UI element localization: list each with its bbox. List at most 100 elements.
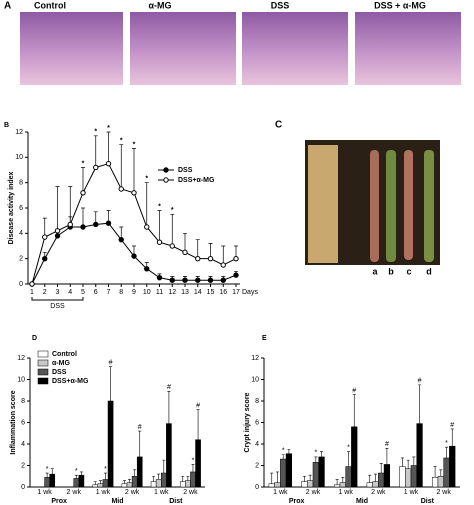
- panel-label: D: [32, 335, 37, 342]
- error-bar: [275, 471, 279, 483]
- error-bar: [379, 463, 383, 474]
- legend-marker: [163, 167, 169, 173]
- significance-marker: #: [167, 384, 171, 391]
- histology-image: [130, 12, 236, 85]
- error-bar: [81, 207, 85, 227]
- group-label: Prox: [289, 498, 305, 505]
- bar: [97, 483, 104, 488]
- y-tick-label: 8: [21, 398, 25, 405]
- histology-row: [20, 12, 461, 85]
- point: [195, 277, 201, 283]
- error-bar: [152, 475, 156, 482]
- error-bar: [195, 239, 200, 259]
- panel-label: B: [4, 122, 9, 129]
- error-bar: [79, 471, 83, 476]
- x-tick-label: 1 wk: [96, 489, 111, 496]
- bar: [126, 482, 133, 488]
- point: [80, 224, 86, 230]
- bar: [274, 482, 281, 488]
- error-bar: [68, 186, 73, 225]
- image-caption: DSS + α-MG: [374, 0, 426, 10]
- point: [169, 243, 175, 249]
- y-tick-label: 6: [21, 419, 25, 426]
- x-tick-label: 3: [56, 289, 60, 296]
- x-tick-label: 11: [156, 289, 163, 296]
- bar: [190, 471, 196, 488]
- y-tick-label: 4: [21, 441, 25, 448]
- panel-label: C: [275, 120, 282, 131]
- significance-marker: *: [120, 138, 123, 145]
- x-tick-label: 13: [181, 289, 189, 296]
- error-bar: [352, 394, 356, 427]
- point: [182, 277, 188, 283]
- x-tick-label: 1 wk: [37, 489, 52, 496]
- error-bar: [181, 475, 185, 482]
- error-bar: [221, 245, 226, 265]
- error-bar: [122, 480, 126, 484]
- legend-swatch: [37, 350, 49, 358]
- significance-marker: #: [109, 359, 113, 366]
- error-bar: [132, 148, 136, 193]
- error-bar: [445, 446, 449, 458]
- error-bar: [55, 186, 60, 231]
- y-tick-label: 0: [21, 484, 25, 491]
- dss-bracket: [31, 297, 84, 301]
- error-bar: [191, 464, 195, 472]
- x-tick-label: 15: [207, 289, 215, 296]
- error-bar: [196, 409, 200, 440]
- bar: [405, 468, 412, 488]
- point: [42, 255, 48, 262]
- bar: [431, 477, 439, 488]
- bar: [312, 462, 319, 488]
- error-bar: [418, 384, 422, 424]
- error-bar: [45, 472, 49, 478]
- error-bar: [128, 479, 132, 483]
- error-bar: [103, 472, 107, 480]
- point: [131, 190, 137, 196]
- bar: [195, 439, 201, 488]
- bar: [150, 481, 157, 488]
- point: [54, 228, 61, 234]
- x-tick-label: 12: [168, 289, 176, 296]
- histology-image: [20, 12, 123, 85]
- significance-marker: *: [445, 440, 448, 447]
- point: [233, 255, 239, 262]
- error-bar: [119, 144, 124, 189]
- y-axis-label: Disease activity index: [8, 172, 15, 245]
- bar: [73, 478, 80, 488]
- bar: [155, 479, 162, 488]
- significance-marker: *: [107, 125, 110, 132]
- x-tick-label: 4: [68, 289, 72, 296]
- legend-swatch: [37, 359, 49, 367]
- panel-label: A: [4, 1, 11, 12]
- x-tick-label: 5: [81, 289, 85, 296]
- significance-marker: *: [104, 466, 107, 473]
- group-label: Mid: [111, 498, 123, 505]
- bar: [307, 480, 314, 488]
- lane-label: a: [372, 266, 378, 276]
- error-bar: [433, 466, 437, 478]
- histology-image: [242, 12, 348, 85]
- y-tick-label: 10: [17, 376, 25, 383]
- x-tick-label: 8: [119, 289, 123, 296]
- significance-marker: #: [418, 378, 422, 385]
- image-caption: Control: [34, 0, 66, 10]
- error-bar: [50, 468, 54, 475]
- y-tick-label: 10: [15, 154, 23, 161]
- bar: [78, 474, 85, 488]
- x-tick-label: 1 wk: [273, 489, 288, 496]
- y-axis-label: Inflammation score: [10, 390, 17, 454]
- y-tick-label: 2: [19, 256, 23, 263]
- x-tick-label: 1: [30, 289, 34, 296]
- point: [67, 221, 73, 228]
- error-bar: [93, 481, 97, 485]
- bar: [49, 473, 56, 488]
- x-tick-label: 1 wk: [154, 489, 169, 496]
- y-tick-label: 4: [255, 441, 259, 448]
- legend-swatch: [37, 377, 49, 385]
- error-bar: [106, 131, 111, 164]
- group-label: Mid: [356, 498, 368, 505]
- bar: [131, 476, 138, 488]
- y-tick-label: 6: [255, 419, 259, 426]
- error-bar: [170, 213, 175, 246]
